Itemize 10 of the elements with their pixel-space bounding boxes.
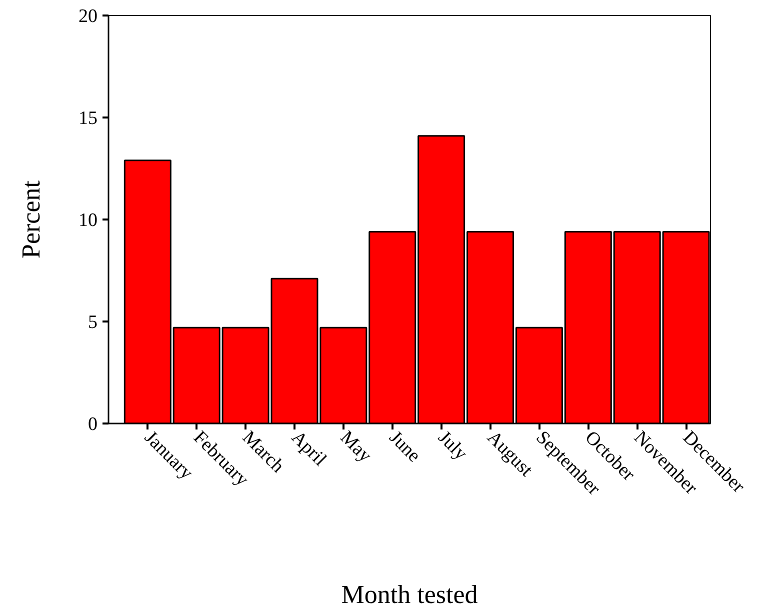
x-tick-label: July [434, 427, 472, 465]
x-axis-title: Month tested [341, 580, 478, 609]
y-tick-label: 20 [78, 6, 98, 27]
y-tick-label: 0 [88, 414, 98, 435]
x-tick-label: June [384, 427, 424, 467]
y-tick-label: 15 [78, 108, 98, 129]
y-tick-label: 5 [88, 312, 98, 333]
x-tick-label: May [336, 427, 376, 467]
y-tick-label: 10 [78, 210, 98, 231]
y-axis-title: Percent [16, 180, 46, 258]
